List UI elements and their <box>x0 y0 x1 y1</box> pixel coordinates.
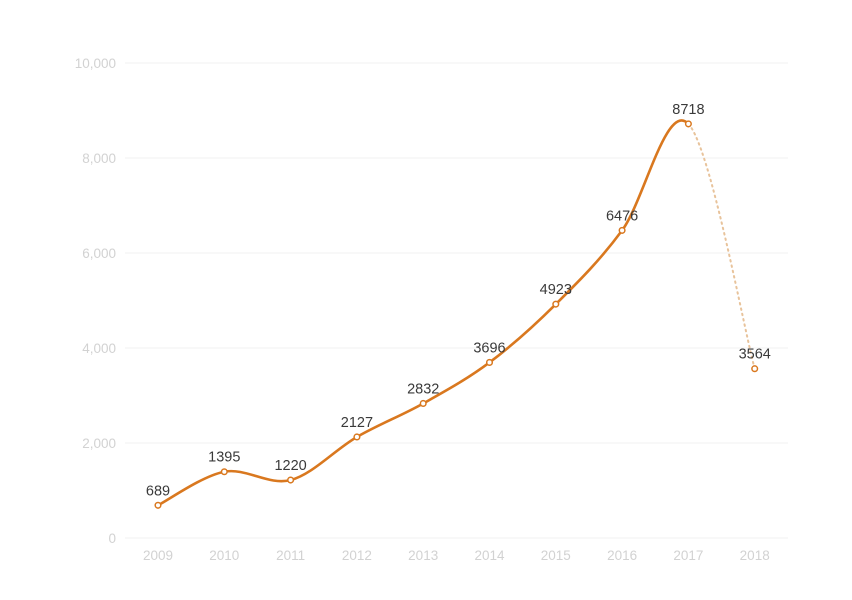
y-tick-label: 6,000 <box>82 246 116 261</box>
data-point <box>684 120 692 128</box>
series-line-solid <box>156 119 690 507</box>
series-line <box>156 119 756 507</box>
data-label: 3564 <box>739 347 771 363</box>
x-tick-label: 2011 <box>276 548 305 563</box>
data-label: 3696 <box>473 340 505 356</box>
y-axis-tick-labels: 0 2,000 4,000 6,000 8,000 10,000 <box>75 56 116 546</box>
y-tick-label: 0 <box>108 531 116 546</box>
grid-lines <box>125 62 788 539</box>
data-point <box>751 365 759 373</box>
y-tick-label: 4,000 <box>82 341 116 356</box>
data-point <box>419 399 427 408</box>
x-tick-label: 2010 <box>209 548 239 563</box>
data-label: 2832 <box>407 381 439 397</box>
x-tick-label: 2018 <box>740 548 770 563</box>
x-tick-label: 2016 <box>607 548 637 563</box>
x-tick-label: 2014 <box>474 548 505 563</box>
x-tick-label: 2009 <box>143 548 173 563</box>
x-tick-label: 2012 <box>342 548 372 563</box>
data-point <box>220 468 228 476</box>
x-tick-label: 2015 <box>541 548 571 563</box>
x-axis-tick-labels: 2009 2010 2011 2012 2013 2014 2015 2016 2017 2018 <box>143 548 770 563</box>
data-label: 4923 <box>540 282 572 298</box>
data-point <box>485 358 494 366</box>
data-point <box>154 501 162 509</box>
y-tick-label: 8,000 <box>82 151 116 166</box>
x-tick-label: 2017 <box>673 548 703 563</box>
data-label: 8718 <box>672 102 704 118</box>
data-labels: 689 1395 1220 2127 2832 3696 4923 6476 8718 3564 <box>146 102 771 499</box>
data-label: 1395 <box>208 450 240 466</box>
data-point <box>618 226 626 234</box>
y-tick-label: 2,000 <box>82 436 116 451</box>
data-label: 689 <box>146 483 170 499</box>
data-label: 2127 <box>341 415 373 431</box>
data-point <box>353 433 361 441</box>
data-points <box>154 120 759 509</box>
data-point <box>287 476 295 484</box>
data-point <box>552 300 560 308</box>
y-tick-label: 10,000 <box>75 56 116 71</box>
series-line-dotted-segment <box>687 122 756 370</box>
data-label: 1220 <box>274 458 306 474</box>
data-label: 6476 <box>606 208 638 224</box>
x-tick-label: 2013 <box>408 548 438 563</box>
